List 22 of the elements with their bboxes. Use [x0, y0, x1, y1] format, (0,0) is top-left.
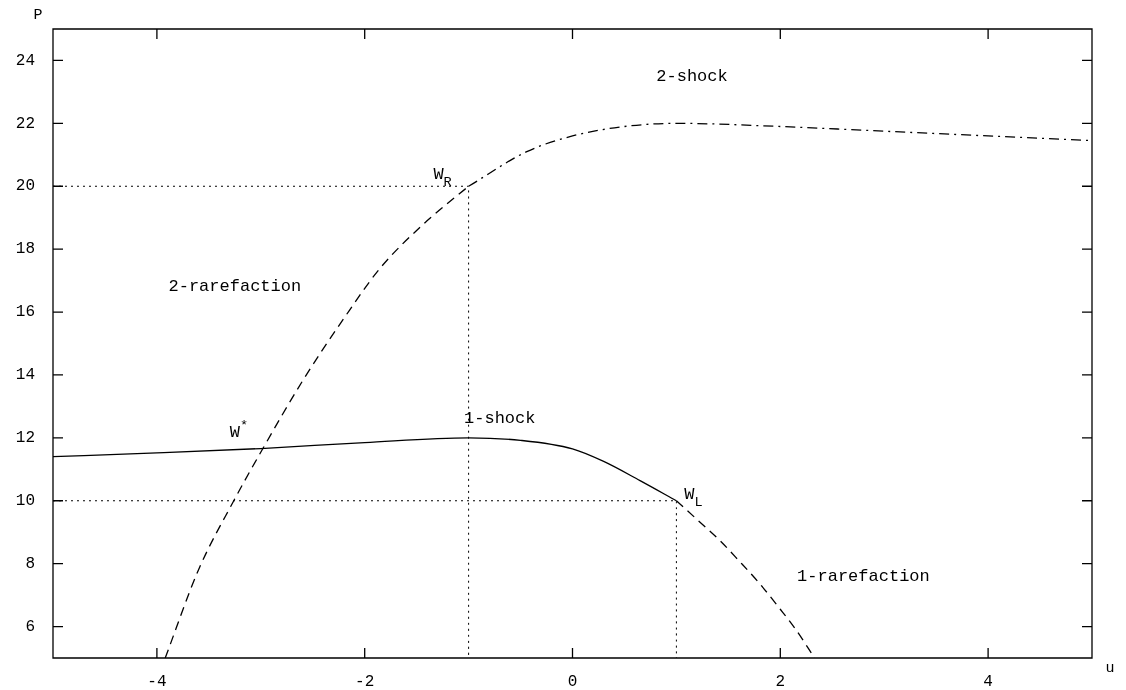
y-tick-label: 18 — [15, 240, 35, 259]
y-tick-label: 14 — [15, 366, 35, 385]
x-tick-label: -2 — [355, 672, 375, 690]
y-tick-label: 12 — [15, 429, 35, 448]
series-label: 1-shock — [464, 409, 536, 429]
y-tick-label: 10 — [15, 491, 35, 510]
y-axis-title: P — [33, 6, 43, 24]
x-tick-label: 2 — [775, 672, 786, 690]
y-tick-label: 20 — [15, 177, 35, 196]
y-tick-label: 24 — [15, 51, 35, 70]
y-tick-label: 16 — [15, 303, 35, 322]
y-tick-label: 8 — [25, 554, 35, 573]
x-tick-label: 0 — [567, 672, 578, 690]
y-tick-label: 6 — [25, 617, 35, 636]
x-tick-label: 4 — [983, 672, 993, 690]
annotation: W* — [229, 417, 249, 443]
text: 2-rarefaction — [168, 277, 302, 297]
x-axis-title: u — [1105, 659, 1115, 677]
text: 2-shock — [656, 66, 728, 86]
x-tick-label: -4 — [147, 672, 167, 690]
series-label: 1-rarefaction — [797, 566, 930, 586]
y-tick-label: 22 — [15, 114, 35, 133]
